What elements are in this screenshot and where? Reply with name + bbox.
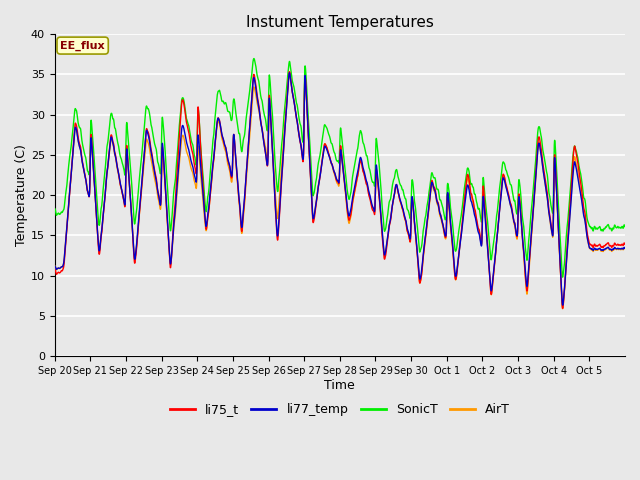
Legend: li75_t, li77_temp, SonicT, AirT: li75_t, li77_temp, SonicT, AirT [164,398,515,421]
li77_temp [497,199,504,205]
li75_t [392,183,399,189]
li75_t [497,197,504,203]
li75_t [169,231,177,237]
AirT [51,263,58,269]
Line: li77_temp: li77_temp [54,72,625,305]
li75_t [525,271,532,276]
SonicT [525,241,532,247]
li75_t [51,267,58,273]
SonicT [250,56,258,61]
Line: li75_t: li75_t [54,72,625,308]
Text: EE_flux: EE_flux [60,40,105,51]
AirT [497,197,504,203]
SonicT [362,147,369,153]
AirT [285,69,293,74]
AirT [559,306,566,312]
SonicT [392,168,399,174]
li77_temp [362,173,369,179]
AirT [525,275,532,280]
AirT [540,167,547,173]
SonicT [559,274,566,280]
li77_temp [285,70,293,75]
li77_temp [525,268,532,274]
Y-axis label: Temperature (C): Temperature (C) [15,144,28,246]
Title: Instument Temperatures: Instument Temperatures [246,15,434,30]
li77_temp [392,183,399,189]
li77_temp [51,264,58,269]
li75_t [362,176,369,182]
li75_t [540,163,547,168]
li77_temp [559,302,566,308]
AirT [362,175,369,181]
li75_t [559,305,566,311]
SonicT [169,201,177,206]
li77_temp [621,245,629,251]
li77_temp [540,168,547,174]
Line: SonicT: SonicT [54,59,625,277]
AirT [392,184,399,190]
SonicT [51,205,58,211]
SonicT [621,224,629,229]
AirT [621,246,629,252]
li75_t [621,241,629,247]
Line: AirT: AirT [54,72,625,309]
SonicT [497,179,504,185]
li75_t [285,69,293,75]
X-axis label: Time: Time [324,379,355,392]
li77_temp [169,234,177,240]
AirT [169,237,177,242]
SonicT [540,149,547,155]
